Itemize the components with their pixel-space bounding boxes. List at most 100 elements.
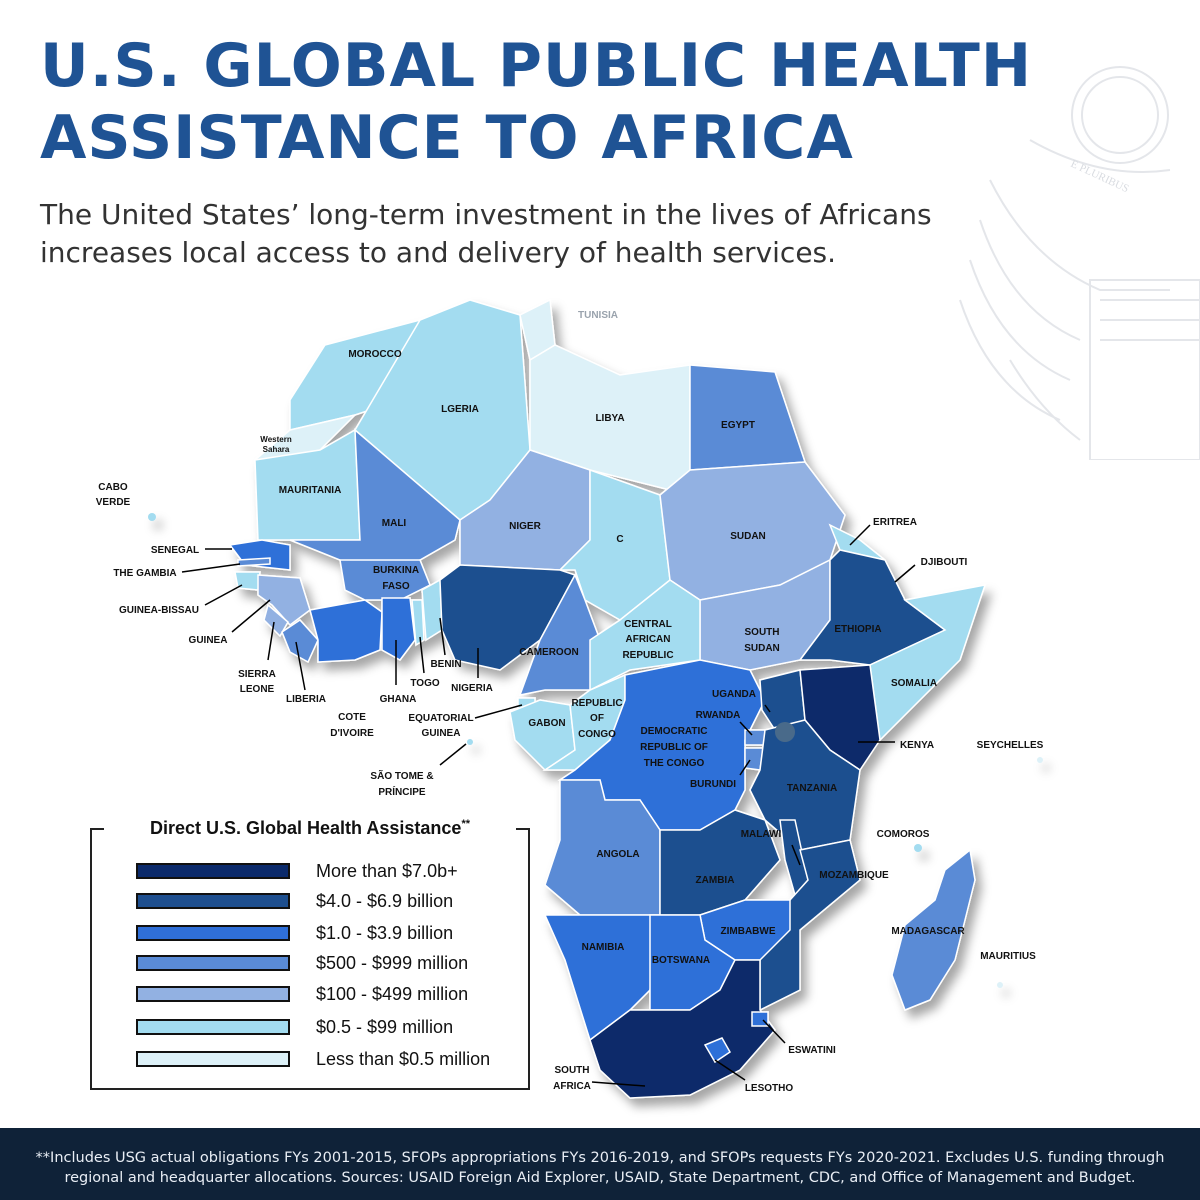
region-mozambique[interactable]: [759, 839, 861, 1012]
label-zambia: ZAMBIA: [696, 875, 735, 886]
label-madagascar: MADAGASCAR: [891, 926, 965, 937]
legend-corner-left: [90, 828, 104, 830]
label-car-3: REPUBLIC: [622, 650, 673, 661]
label-nigeria: NIGERIA: [451, 683, 493, 694]
region-eswatini[interactable]: [751, 1011, 769, 1027]
island-comoros[interactable]: [914, 844, 922, 852]
legend-item: $500 - $999 million: [136, 953, 468, 973]
label-djibouti: DJIBOUTI: [921, 557, 968, 568]
island-cabo-verde[interactable]: [148, 513, 156, 521]
legend-swatch: [136, 955, 290, 971]
label-uganda: UGANDA: [712, 689, 756, 700]
label-tunisia: TUNISIA: [578, 310, 618, 321]
label-mauritania: MAURITANIA: [279, 485, 342, 496]
region-gambia[interactable]: [237, 557, 271, 567]
legend-label: Less than $0.5 million: [316, 1048, 491, 1069]
footer-note: **Includes USG actual obligations FYs 20…: [0, 1128, 1200, 1200]
label-liberia: LIBERIA: [286, 694, 326, 705]
region-benin[interactable]: [421, 578, 443, 642]
label-seychelles: SEYCHELLES: [977, 740, 1044, 751]
subtitle-line-2: increases local access to and delivery o…: [40, 236, 837, 269]
legend-item: $4.0 - $6.9 billion: [136, 891, 453, 911]
label-libya: LIBYA: [595, 413, 624, 424]
region-ghana[interactable]: [381, 597, 416, 661]
label-congo-2: OF: [590, 713, 604, 724]
legend-swatch: [136, 925, 290, 941]
label-western-sahara-2: Sahara: [263, 445, 290, 454]
label-sao-tome-2: PRÍNCIPE: [378, 785, 426, 798]
footer-line-2: regional and headquarter allocations. So…: [64, 1170, 1136, 1186]
legend-title-text: Direct U.S. Global Health Assistance: [150, 818, 462, 838]
legend-item: Less than $0.5 million: [136, 1049, 490, 1069]
legend-item: $1.0 - $3.9 billion: [136, 923, 453, 943]
legend-item: $100 - $499 million: [136, 984, 468, 1004]
title-line-1: U.S. GLOBAL PUBLIC HEALTH: [40, 31, 1033, 101]
label-south-sudan-1: SOUTH: [745, 627, 780, 638]
label-sao-tome-1: SÃO TOME &: [370, 769, 433, 782]
label-niger: NIGER: [509, 521, 541, 532]
legend-swatch: [136, 986, 290, 1002]
label-mozambique: MOZAMBIQUE: [819, 870, 889, 881]
footer-line-1: **Includes USG actual obligations FYs 20…: [35, 1150, 1165, 1166]
legend-swatch: [136, 863, 290, 879]
island-mauritius[interactable]: [997, 982, 1003, 988]
label-congo-1: REPUBLIC: [571, 698, 622, 709]
region-lesotho[interactable]: [703, 1037, 731, 1064]
label-tanzania: TANZANIA: [787, 783, 837, 794]
label-mali: MALI: [382, 518, 407, 529]
legend-label: More than $7.0b+: [316, 860, 458, 881]
region-liberia[interactable]: [281, 619, 319, 664]
label-lesotho: LESOTHO: [745, 1083, 794, 1094]
label-car-2: AFRICAN: [626, 634, 671, 645]
legend-corner-right: [516, 828, 530, 830]
label-egypt: EGYPT: [721, 420, 755, 431]
region-madagascar[interactable]: [891, 848, 976, 1011]
label-eswatini: ESWATINI: [788, 1045, 836, 1056]
label-guinea-bissau: GUINEA-BISSAU: [119, 605, 199, 616]
label-morocco: MOROCCO: [348, 349, 402, 360]
legend-label: $100 - $499 million: [316, 983, 469, 1004]
label-eq-guinea-2: GUINEA: [422, 728, 461, 739]
label-burundi: BURUNDI: [690, 779, 736, 790]
map-legend: Direct U.S. Global Health Assistance** M…: [90, 818, 530, 1090]
region-guinea[interactable]: [257, 574, 311, 627]
leader-lines: [181, 524, 916, 1087]
island-sao-tome[interactable]: [467, 739, 473, 745]
label-sierra-leone-2: LEONE: [240, 684, 275, 695]
label-togo: TOGO: [410, 678, 439, 689]
label-cabo-verde-1: CABO: [98, 482, 128, 493]
label-south-africa-2: AFRICA: [553, 1081, 591, 1092]
island-seychelles[interactable]: [1037, 757, 1043, 763]
subtitle-line-1: The United States’ long-term investment …: [40, 198, 932, 231]
label-sudan: SUDAN: [730, 531, 766, 542]
label-mauritius: MAURITIUS: [980, 951, 1036, 962]
label-western-sahara-1: Western: [260, 435, 292, 444]
label-algeria: LGERIA: [441, 404, 479, 415]
label-south-africa-1: SOUTH: [555, 1065, 590, 1076]
label-south-sudan-2: SUDAN: [744, 643, 780, 654]
region-south-africa[interactable]: [589, 959, 776, 1099]
label-angola: ANGOLA: [596, 849, 639, 860]
legend-item: $0.5 - $99 million: [136, 1017, 453, 1037]
legend-label: $500 - $999 million: [316, 952, 469, 973]
label-benin: BENIN: [430, 659, 461, 670]
legend-title-mark: **: [461, 818, 470, 830]
label-drc-2: REPUBLIC OF: [640, 742, 708, 753]
region-rwanda[interactable]: [744, 729, 766, 746]
label-somalia: SOMALIA: [891, 678, 937, 689]
label-zimbabwe: ZIMBABWE: [721, 926, 776, 937]
region-cote-divoire[interactable]: [309, 599, 383, 663]
region-sierra-leone[interactable]: [263, 603, 289, 638]
label-cote-divoire-1: COTE: [338, 712, 366, 723]
legend-title: Direct U.S. Global Health Assistance**: [92, 818, 528, 839]
region-togo[interactable]: [411, 599, 425, 647]
label-chad: C: [616, 534, 623, 545]
label-malawi: MALAWI: [741, 829, 782, 840]
legend-swatch: [136, 1019, 290, 1035]
lake-victoria: [775, 722, 795, 742]
label-gabon: GABON: [528, 718, 565, 729]
label-guinea: GUINEA: [189, 635, 228, 646]
legend-swatch: [136, 1051, 290, 1067]
great-seal-watermark: E PLURIBUS: [959, 66, 1200, 460]
region-egypt[interactable]: [689, 364, 807, 471]
